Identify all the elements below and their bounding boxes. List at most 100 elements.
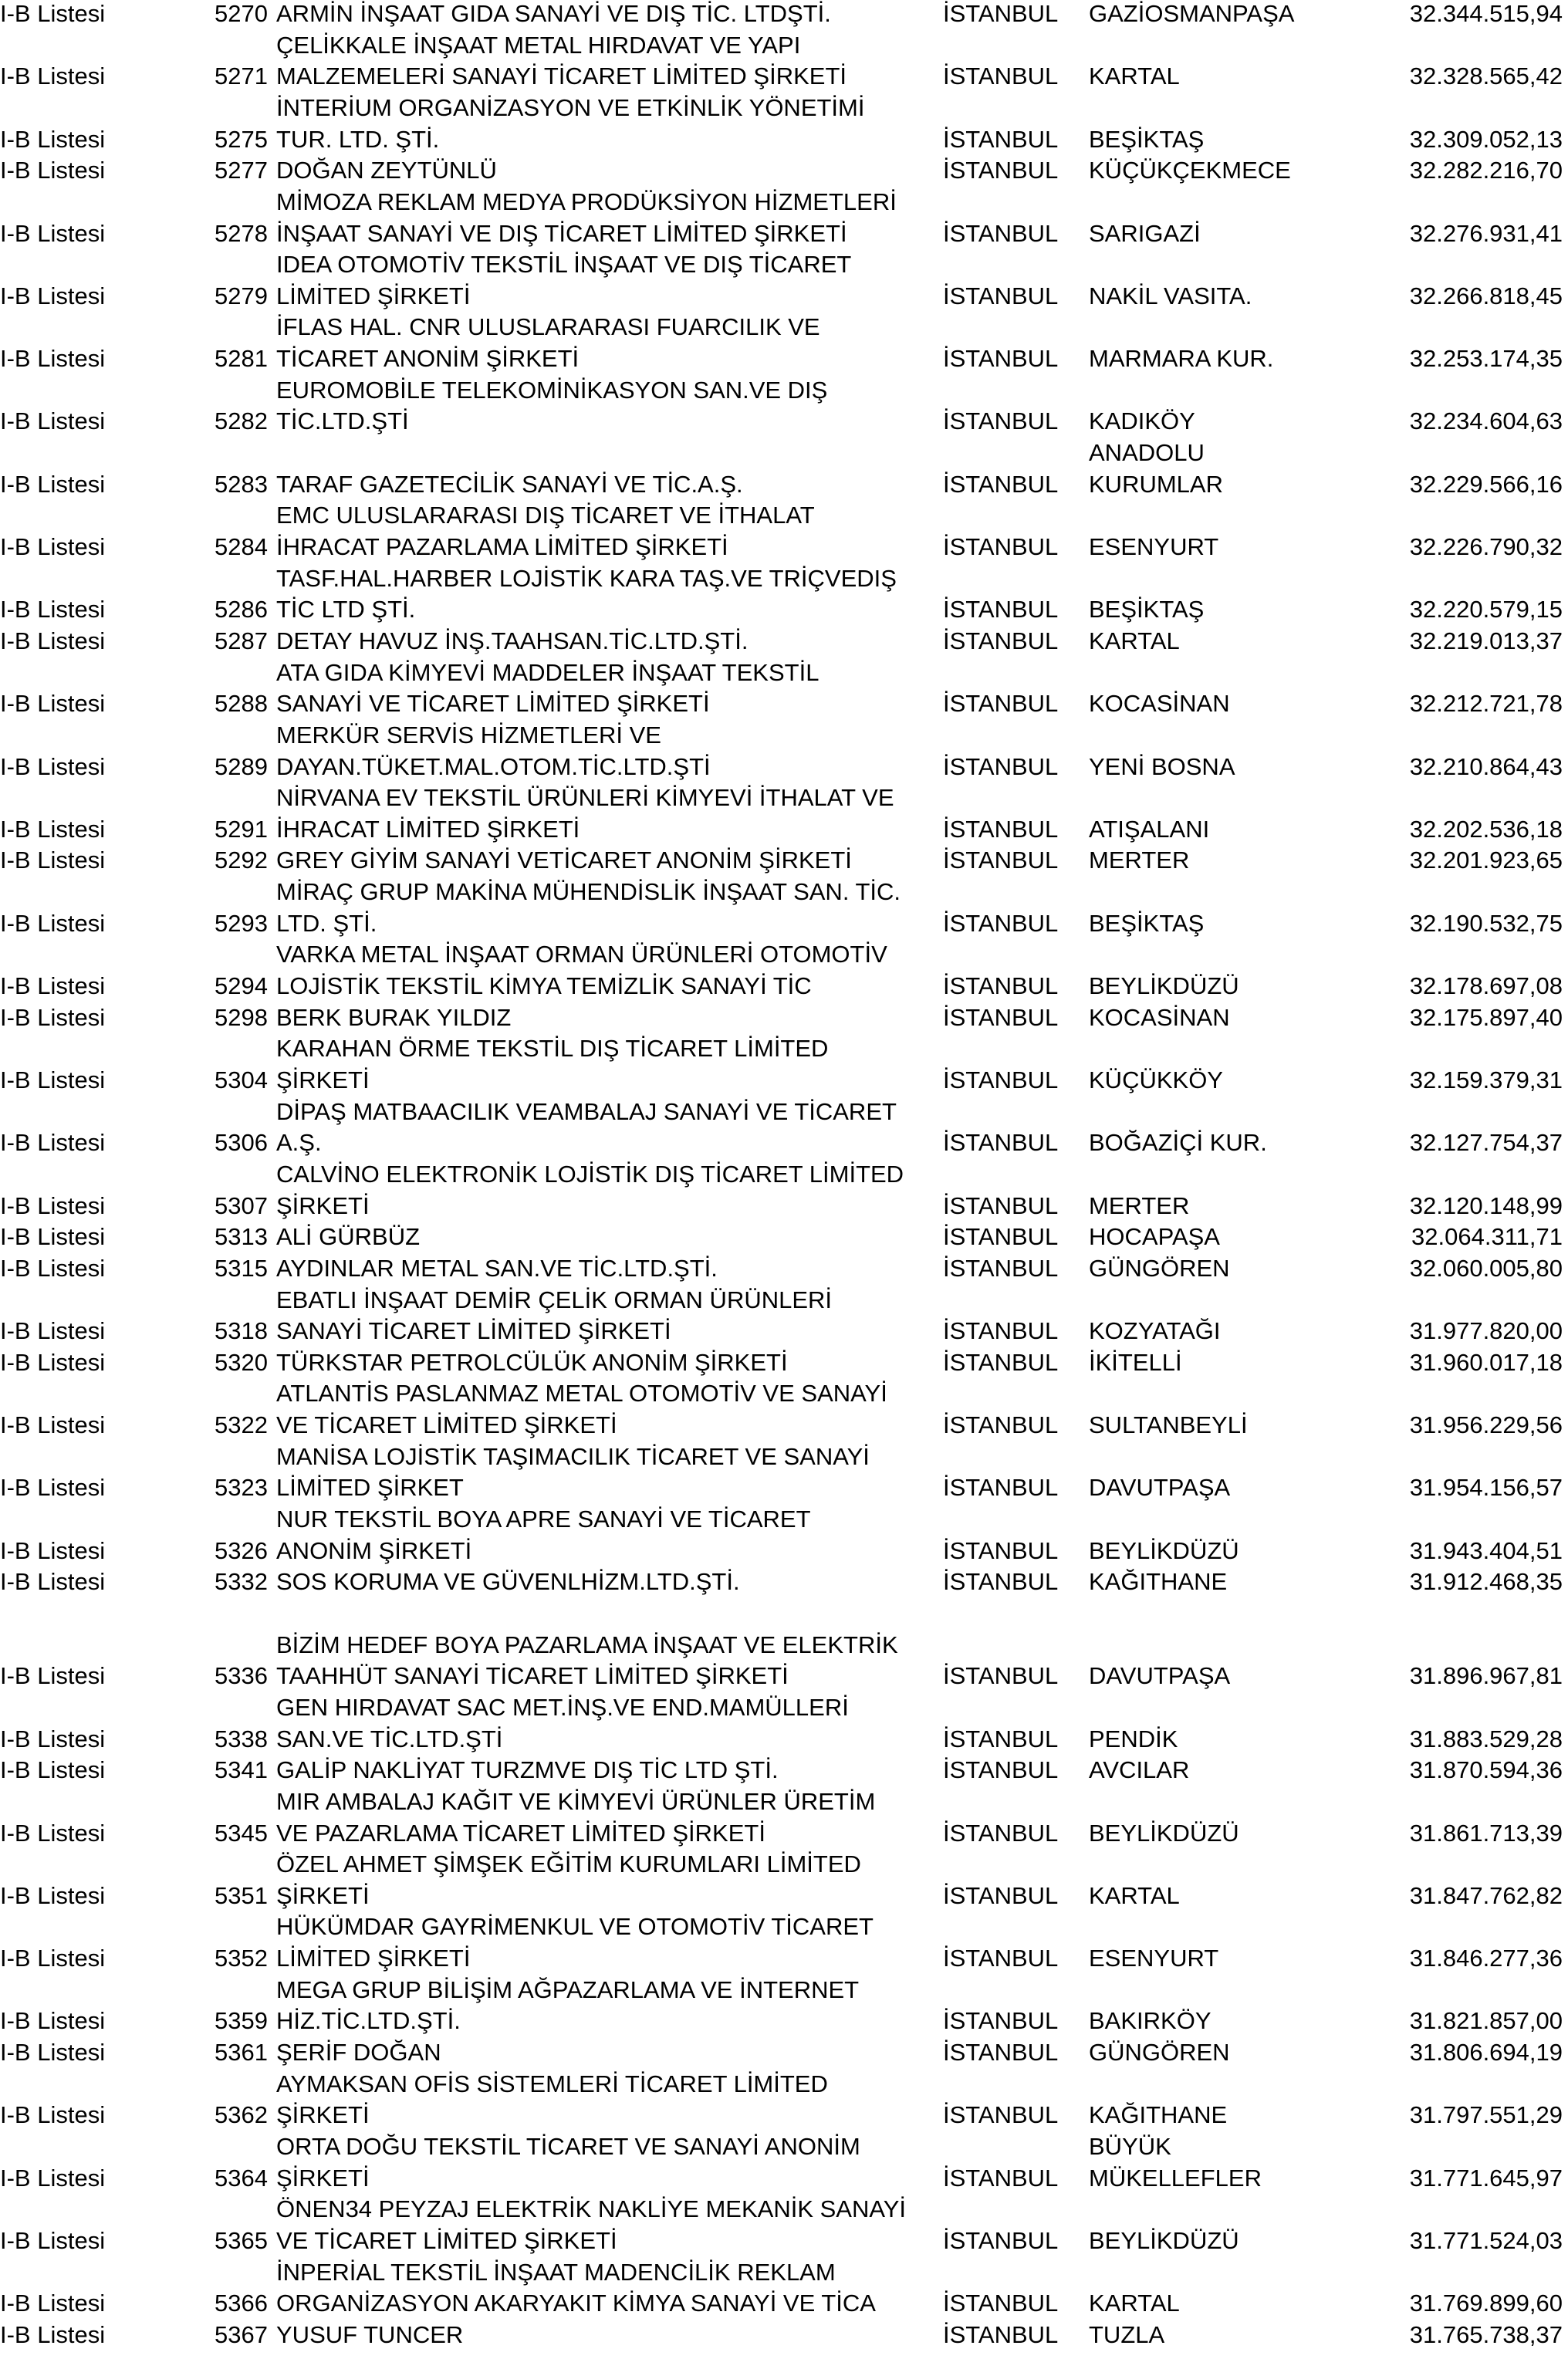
tax-office-line: HOCAPAŞA (1089, 1223, 1220, 1251)
list-type-cell: I-B Listesi (0, 1129, 106, 1157)
tax-office-line: BOĞAZİÇİ KUR. (1089, 1129, 1267, 1157)
table-row: I-B Listesi 5351 ÖZEL AHMET ŞİMŞEK EĞİTİM … (0, 1849, 1568, 1911)
taxpayer-name-line: ÖNEN34 PEYZAJ ELEKTRİK NAKLİYE MEKANİK S… (276, 2195, 907, 2223)
city-cell: İSTANBUL (943, 2007, 1059, 2035)
debt-amount-cell: 31.977.820,00 (1409, 1317, 1563, 1345)
table-row: I-B Listesi 5283 TARAF GAZETECİLİK SANAYİ … (0, 438, 1568, 500)
blank-row (0, 1598, 1568, 1630)
taxpayer-name-line: MERKÜR SERVİS HİZMETLERİ VE (276, 721, 661, 749)
table-row: I-B Listesi 5315 AYDINLAR METAL SAN.VE TİC… (0, 1253, 1568, 1285)
tax-office-cell: SARIGAZİ (1089, 218, 1201, 250)
taxpayer-name-cell: TÜRKSTAR PETROLCÜLÜK ANONİM ŞİRKETİ (276, 1347, 788, 1379)
list-type-cell: I-B Listesi (0, 1536, 106, 1564)
city-cell: İSTANBUL (943, 1945, 1059, 1972)
sequence-number-cell: 5304 (215, 1066, 268, 1093)
taxpayer-name-line: EMC ULUSLARARASI DIŞ TİCARET VE İTHALAT (276, 502, 815, 529)
tax-office-cell: TUZLA (1089, 2320, 1164, 2351)
sequence-number-cell: 5322 (215, 1411, 268, 1439)
debt-amount-cell: 32.202.536,18 (1409, 815, 1563, 843)
taxpayer-name-line: MALZEMELERİ SANAYİ TİCARET LİMİTED ŞİRKE… (276, 63, 847, 90)
debt-amount-cell: 32.219.013,37 (1409, 627, 1563, 654)
tax-office-line: KARTAL (1089, 627, 1180, 654)
tax-office-cell: HOCAPAŞA (1089, 1222, 1220, 1253)
list-type-cell: I-B Listesi (0, 407, 106, 435)
debt-amount-cell: 31.956.229,56 (1409, 1411, 1563, 1439)
taxpayer-name-line: IDEA OTOMOTİV TEKSTİL İNŞAAT VE DIŞ TİCA… (276, 251, 852, 279)
table-row: I-B Listesi 5336 BİZİM HEDEF BOYA PAZARLAM… (0, 1630, 1568, 1692)
tax-office-line: BEŞİKTAŞ (1089, 125, 1205, 153)
sequence-number-cell: 5283 (215, 470, 268, 498)
table-row: I-B Listesi 5352 HÜKÜMDAR GAYRİMENKUL VE O… (0, 1911, 1568, 1974)
debt-amount-cell: 31.797.551,29 (1409, 2101, 1563, 2129)
taxpayer-name-line: ATA GIDA KİMYEVİ MADDELER İNŞAAT TEKSTİL (276, 658, 819, 686)
table-row: I-B Listesi 5359 MEGA GRUP BİLİŞİM AĞPAZAR… (0, 1975, 1568, 2037)
tax-office-cell: KARTAL (1089, 626, 1180, 657)
tax-office-line: KARTAL (1089, 2290, 1180, 2317)
sequence-number-cell: 5366 (215, 2290, 268, 2317)
taxpayer-name-line: ŞİRKETİ (276, 2101, 370, 2129)
tax-office-line: KÜÇÜKÇEKMECE (1089, 157, 1291, 184)
city-cell: İSTANBUL (943, 1066, 1059, 1093)
taxpayer-name-line: DETAY HAVUZ İNŞ.TAAHSAN.TİC.LTD.ŞTİ. (276, 627, 749, 654)
city-cell: İSTANBUL (943, 752, 1059, 780)
taxpayer-name-line: SOS KORUMA VE GÜVENLHİZM.LTD.ŞTİ. (276, 1568, 740, 1596)
tax-office-line: BEYLİKDÜZÜ (1089, 972, 1239, 1000)
list-type-cell: I-B Listesi (0, 125, 106, 153)
table-row: I-B Listesi 5307 CALVİNO ELEKTRONİK LOJİST… (0, 1159, 1568, 1222)
debt-amount-cell: 31.912.468,35 (1409, 1568, 1563, 1596)
taxpayer-name-line: ORGANİZASYON AKARYAKIT KİMYA SANAYİ VE T… (276, 2290, 876, 2317)
table-row: I-B Listesi 5304 KARAHAN ÖRME TEKSTİL DIŞ … (0, 1033, 1568, 1096)
city-cell: İSTANBUL (943, 1317, 1059, 1345)
tax-office-line: ATIŞALANI (1089, 815, 1210, 843)
city-cell: İSTANBUL (943, 1003, 1059, 1031)
taxpayer-name-line: SANAYİ VE TİCARET LİMİTED ŞİRKETİ (276, 690, 710, 718)
tax-office-cell: MERTER (1089, 1191, 1189, 1222)
sequence-number-cell: 5284 (215, 533, 268, 560)
tax-office-line: KURUMLAR (1089, 470, 1223, 498)
taxpayer-name-cell: EUROMOBİLE TELEKOMİNİKASYON SAN.VE DIŞ Tİ… (276, 375, 827, 438)
taxpayer-name-cell: ÖZEL AHMET ŞİMŞEK EĞİTİM KURUMLARI LİMİT… (276, 1849, 861, 1911)
tax-office-cell: MARMARA KUR. (1089, 343, 1273, 375)
tax-office-line: NAKİL VASITA. (1089, 282, 1252, 309)
tax-office-cell: İKİTELLİ (1089, 1347, 1182, 1379)
tax-office-cell: YENİ BOSNA (1089, 752, 1235, 783)
taxpayer-name-cell: ÖNEN34 PEYZAJ ELEKTRİK NAKLİYE MEKANİK S… (276, 2194, 906, 2256)
debt-amount-cell: 32.201.923,65 (1409, 847, 1563, 874)
table-row: I-B Listesi 5292 GREY GİYİM SANAYİ VETİCAR… (0, 845, 1568, 877)
tax-office-line: KARTAL (1089, 63, 1180, 90)
debt-amount-cell: 32.159.379,31 (1409, 1066, 1563, 1093)
list-type-cell: I-B Listesi (0, 282, 106, 309)
taxpayer-name-line: ANONİM ŞİRKETİ (276, 1536, 472, 1564)
table-row: I-B Listesi 5278 MİMOZA REKLAM MEDYA PRODÜ… (0, 187, 1568, 249)
tax-office-cell: GAZİOSMANPAŞA (1089, 0, 1294, 30)
tax-office-cell: KARTAL (1089, 61, 1180, 93)
sequence-number-cell: 5281 (215, 345, 268, 373)
city-cell: İSTANBUL (943, 1756, 1059, 1784)
table-row: I-B Listesi 5277 DOĞAN ZEYTÜNLÜ İSTANBUL KÜÇ… (0, 155, 1568, 187)
city-cell: İSTANBUL (943, 1223, 1059, 1251)
tax-office-line: MERTER (1089, 1191, 1190, 1219)
taxpayer-name-line: İFLAS HAL. CNR ULUSLARARASI FUARCILIK VE (276, 313, 820, 341)
tax-office-line: KOCASİNAN (1089, 690, 1230, 718)
debt-amount-cell: 31.861.713,39 (1409, 1819, 1563, 1847)
debt-amount-cell: 32.060.005,80 (1409, 1254, 1563, 1282)
taxpayer-name-line: DİPAŞ MATBAACILIK VEAMBALAJ SANAYİ VE Tİ… (276, 1097, 897, 1125)
taxpayer-name-line: ŞİRKETİ (276, 1881, 370, 1909)
tax-office-line: MARMARA KUR. (1089, 345, 1274, 373)
taxpayer-name-line: İHRACAT LİMİTED ŞİRKETİ (276, 815, 580, 843)
city-cell: İSTANBUL (943, 1568, 1059, 1596)
debt-amount-cell: 31.847.762,82 (1409, 1881, 1563, 1909)
tax-office-line: ANADOLU (1089, 439, 1205, 467)
debt-amount-cell: 31.896.967,81 (1409, 1662, 1563, 1690)
sequence-number-cell: 5294 (215, 972, 268, 1000)
table-row: I-B Listesi 5332 SOS KORUMA VE GÜVENLHİZM.… (0, 1566, 1568, 1598)
taxpayer-name-line: DAYAN.TÜKET.MAL.OTOM.TİC.LTD.ŞTİ (276, 752, 711, 780)
tax-office-line: BÜYÜK (1089, 2132, 1171, 2160)
taxpayer-name-line: TİC.LTD.ŞTİ (276, 407, 409, 435)
tax-office-cell: BEŞİKTAŞ (1089, 908, 1204, 940)
tax-office-cell: BAKIRKÖY (1089, 2006, 1211, 2037)
tax-office-line: GAZİOSMANPAŞA (1089, 0, 1295, 27)
taxpayer-name-cell: ARMİN İNŞAAT GIDA SANAYİ VE DIŞ TİC. LTD… (276, 0, 831, 30)
taxpayer-name-line: NUR TEKSTİL BOYA APRE SANAYİ VE TİCARET (276, 1506, 811, 1533)
taxpayer-name-cell: ATA GIDA KİMYEVİ MADDELER İNŞAAT TEKSTİL… (276, 657, 819, 720)
